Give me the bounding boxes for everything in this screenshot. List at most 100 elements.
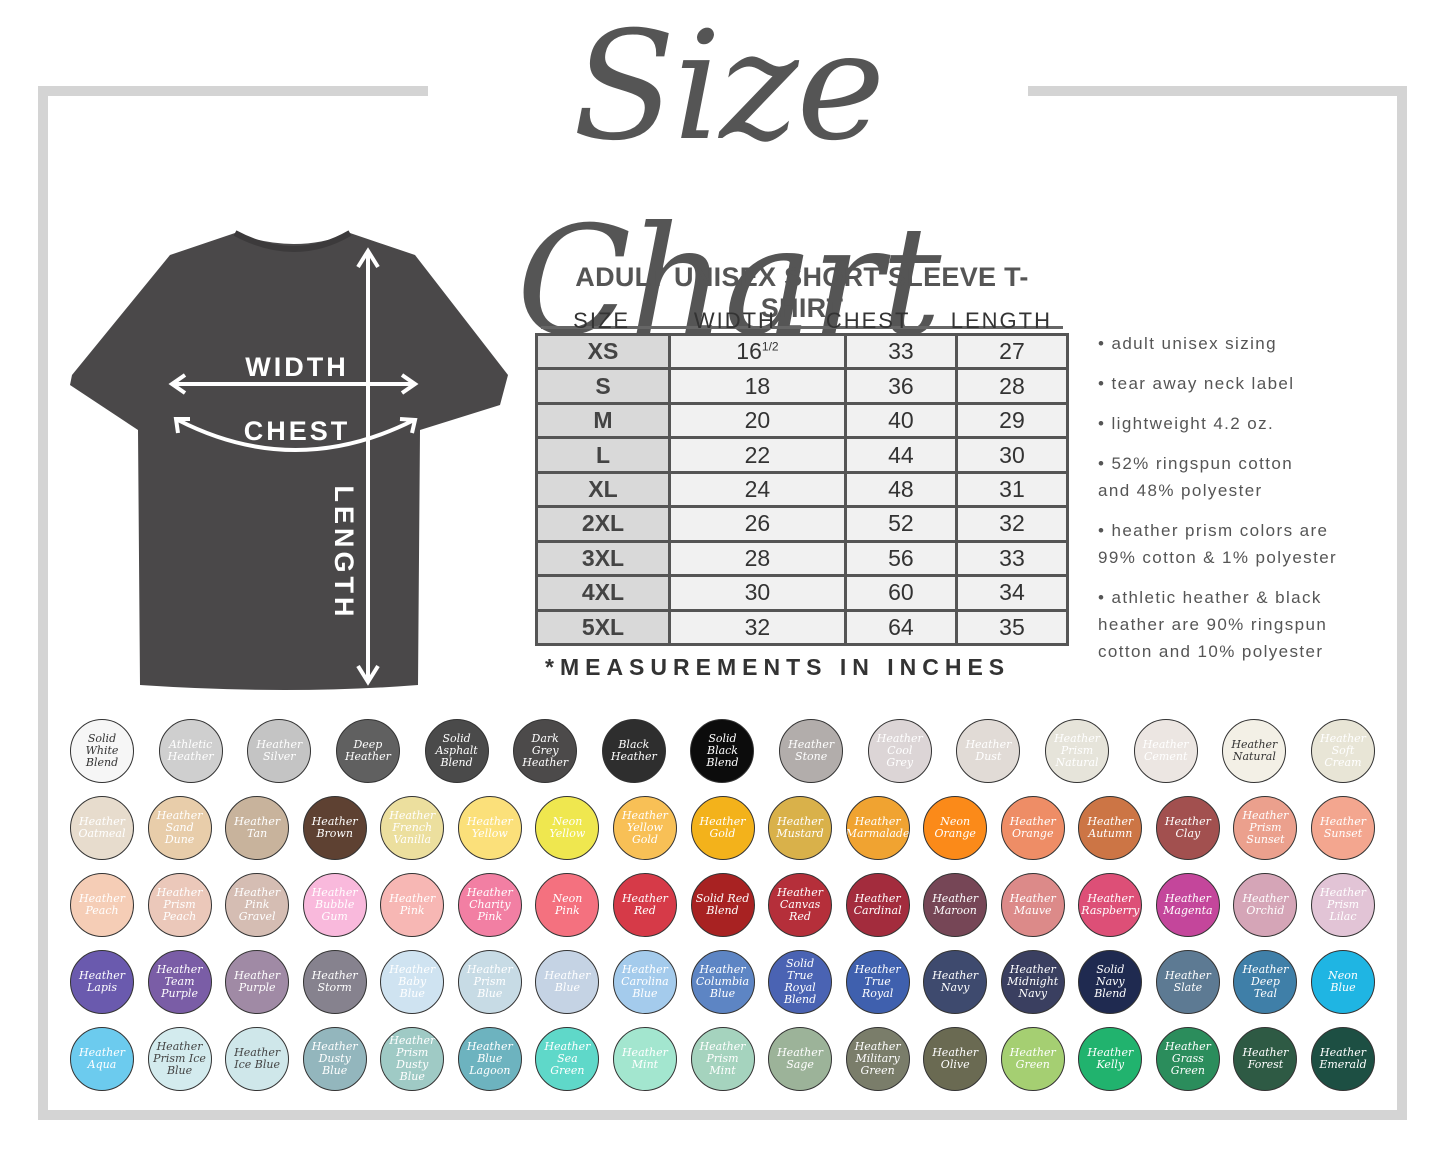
chest-arrow-heads <box>173 417 418 434</box>
color-swatch: Heather Storm <box>302 950 367 1014</box>
cell-value: 29 <box>999 407 1025 434</box>
table-row: 2XL 26 52 32 <box>535 505 1070 543</box>
cell-size: 2XL <box>535 505 671 543</box>
title-gap <box>428 80 1028 104</box>
color-swatch: Heather Peach <box>70 873 134 937</box>
feature-item: • 52% ringspun cotton and 48% polyester <box>1098 454 1294 500</box>
cell-value: 24 <box>744 475 771 502</box>
color-swatch: Heather Baby Blue <box>380 950 445 1014</box>
color-swatch: Heather Mint <box>612 1027 677 1091</box>
color-swatch: Solid Asphalt Blend <box>424 719 489 783</box>
cell-length: 32 <box>954 505 1070 543</box>
cell-length: 31 <box>954 470 1070 509</box>
color-swatch: Heather Mustard <box>768 796 833 860</box>
cell-chest: 64 <box>843 608 958 646</box>
cell-value: 26 <box>744 510 771 537</box>
color-swatch: Heather Canvas Red <box>768 873 833 937</box>
cell-size: 4XL <box>535 574 671 612</box>
color-swatch: Heather Blue <box>535 950 600 1014</box>
header-chest: CHEST <box>825 308 911 333</box>
cell-chest: 52 <box>843 505 958 543</box>
color-swatch: Heather Green <box>1000 1027 1065 1091</box>
table-title: ADULT UNISEX SHORT SLEEVE T-SHIRT <box>541 262 1063 329</box>
table-row: XL 24 48 31 <box>535 470 1070 509</box>
color-swatch: Heather Mauve <box>1000 873 1065 937</box>
color-swatch: Heather Prism Peach <box>147 873 212 937</box>
cell-value: L <box>595 441 611 468</box>
color-swatch: Heather Forest <box>1233 1027 1298 1091</box>
width-label: WIDTH <box>245 352 348 382</box>
color-swatch: Heather Emerald <box>1311 1027 1375 1091</box>
cell-value: 36 <box>888 372 914 399</box>
color-swatch: Heather Blue Lagoon <box>457 1027 522 1091</box>
cell-value: M <box>593 407 613 434</box>
color-swatch: Heather Silver <box>247 719 312 783</box>
cell-value: 52 <box>888 510 914 537</box>
cell-value: 30 <box>744 579 771 606</box>
color-swatch: Heather Olive <box>923 1027 988 1091</box>
table-row: XS 161/2 33 27 <box>535 332 1070 371</box>
color-swatch: Heather Sea Green <box>535 1027 600 1091</box>
color-swatch: Neon Yellow <box>535 796 600 860</box>
color-swatch: Heather Prism Lilac <box>1311 873 1375 937</box>
color-swatch: Solid Black Blend <box>690 719 755 783</box>
color-swatch: Heather Prism Blue <box>457 950 522 1014</box>
swatch-row: Heather Oatmeal Heather Sand Dune Heather … <box>70 796 1375 862</box>
cell-value: 18 <box>744 372 771 399</box>
cell-value: 20 <box>744 407 771 434</box>
feature-item: • heather prism colors are 99% cotton & … <box>1098 521 1338 567</box>
color-swatch: Heather Cardinal <box>845 873 910 937</box>
color-swatch: Heather Cement <box>1133 719 1198 783</box>
color-swatch: Heather Ice Blue <box>225 1027 290 1091</box>
color-swatch: Heather Cool Grey <box>867 719 932 783</box>
table-row: S 18 36 28 <box>535 367 1070 405</box>
cell-width: 26 <box>668 505 847 543</box>
color-swatch: Heather Grass Green <box>1155 1027 1220 1091</box>
color-swatch: Heather Midnight Navy <box>1000 950 1065 1014</box>
cell-value: 64 <box>888 613 914 640</box>
cell-value: 22 <box>744 441 771 468</box>
cell-value: 60 <box>888 579 914 606</box>
color-swatch: Heather French Vanilla <box>380 796 445 860</box>
cell-width: 28 <box>668 539 847 578</box>
color-swatch: Heather Aqua <box>70 1027 134 1091</box>
color-swatch: Heather Brown <box>302 796 367 860</box>
cell-length: 29 <box>954 401 1070 440</box>
color-swatch: Heather Prism Ice Blue <box>147 1027 212 1091</box>
cell-width: 18 <box>668 367 847 405</box>
color-swatch: Heather Soft Cream <box>1310 719 1375 783</box>
table-row: 4XL 30 60 34 <box>535 574 1070 612</box>
color-swatch: Heather Clay <box>1155 796 1220 860</box>
header-size: SIZE <box>573 308 631 333</box>
color-swatch: Deep Heather <box>335 719 400 783</box>
cell-width: 161/2 <box>668 332 847 371</box>
color-swatch: Heather Columbia Blue <box>690 950 755 1014</box>
color-swatch: Heather Oatmeal <box>70 796 134 860</box>
tshirt-illustration: WIDTH CHEST LENGTH <box>70 230 508 690</box>
color-swatch: Heather Yellow Gold <box>612 796 677 860</box>
table-row: 3XL 28 56 33 <box>535 539 1070 578</box>
cell-width: 32 <box>668 608 847 646</box>
cell-value: 27 <box>999 338 1025 365</box>
cell-value: 3XL <box>581 544 625 571</box>
color-swatch: Heather Kelly <box>1078 1027 1143 1091</box>
color-swatch: Heather Red <box>612 873 677 937</box>
feature-item: • athletic heather & black heather are 9… <box>1098 588 1328 661</box>
cell-value: 35 <box>999 613 1025 640</box>
chest-arrow <box>177 418 415 452</box>
color-swatch: Heather Prism Sunset <box>1233 796 1298 860</box>
cell-width: 24 <box>668 470 847 509</box>
cell-value: 48 <box>888 475 914 502</box>
cell-value: XL <box>588 475 618 502</box>
color-swatch: Heather Dust <box>956 719 1021 783</box>
color-swatch: Heather Pink <box>380 873 445 937</box>
cell-value: XS <box>587 338 619 365</box>
cell-length: 35 <box>954 608 1070 646</box>
cell-width: 22 <box>668 436 847 474</box>
table-row: L 22 44 30 <box>535 436 1070 474</box>
cell-chest: 44 <box>843 436 958 474</box>
color-swatch: Heather Sand Dune <box>147 796 212 860</box>
color-swatch: Heather Natural <box>1222 719 1287 783</box>
header-width: WIDTH <box>693 308 776 333</box>
cell-length: 30 <box>954 436 1070 474</box>
